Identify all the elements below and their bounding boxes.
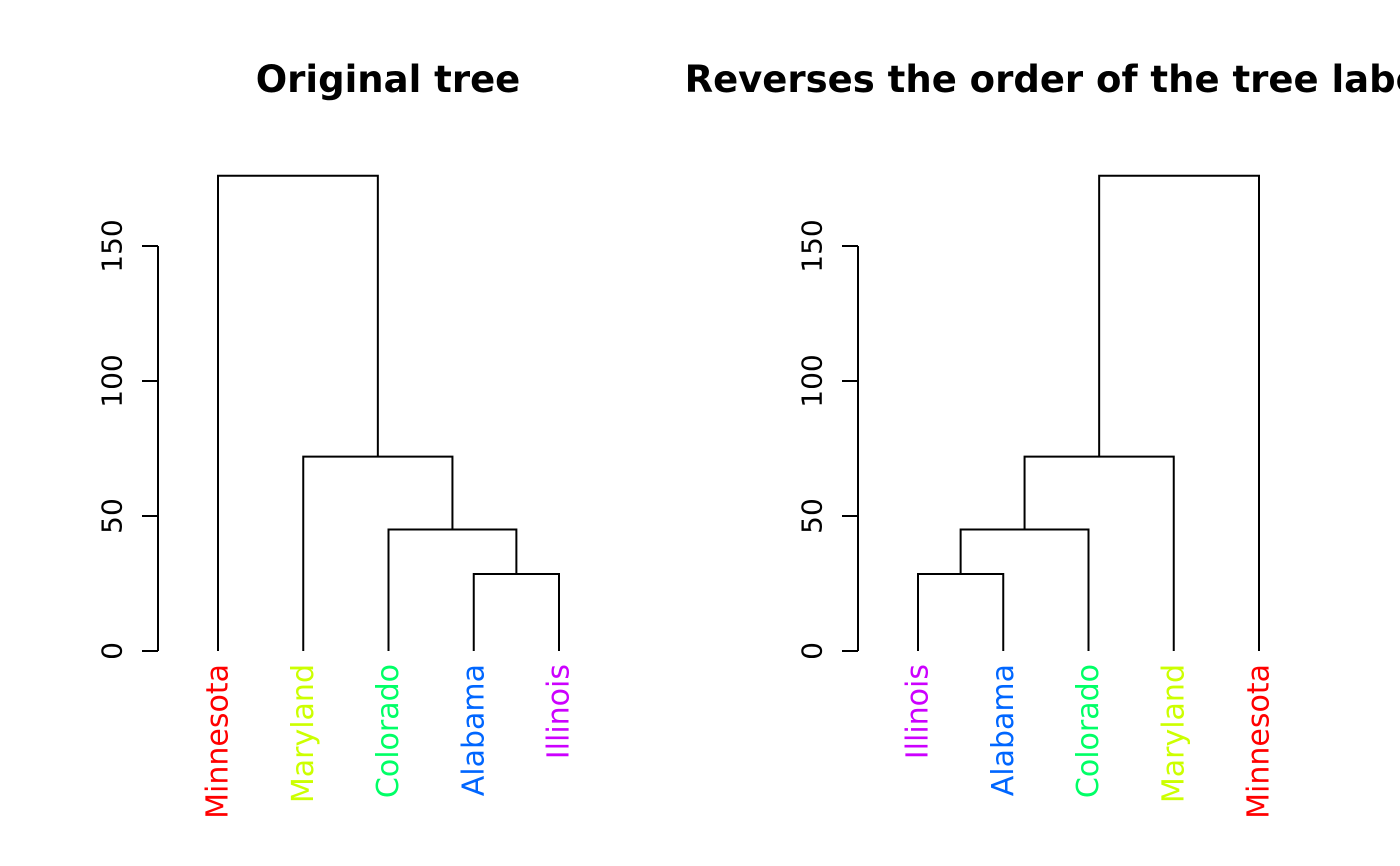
leaf-label-colorado: Colorado [371,664,406,798]
y-tick-label: 50 [796,498,829,534]
y-tick-label: 150 [96,219,129,272]
leaf-label-colorado: Colorado [1071,664,1106,798]
y-tick-label: 150 [796,219,829,272]
leaf-label-minnesota: Minnesota [201,664,236,819]
dendrogram-branch [387,528,518,651]
leaf-label-minnesota: Minnesota [1242,664,1277,819]
leaf-label-alabama: Alabama [456,664,491,796]
leaf-label-maryland: Maryland [286,664,321,803]
dendrogram-branch [472,573,560,651]
dendrogram-panel-1: Original tree 0 50 100 150 Minnesota Maryland C… [96,58,577,819]
chart-title: Reverses the order of the tree labels [685,58,1400,101]
y-tick-label: 0 [796,642,829,660]
dendrogram-panel-2: Reverses the order of the tree labels 0 50… [685,58,1400,819]
chart-title: Original tree [256,58,521,101]
dendrogram-branch [917,573,1005,651]
y-tick-label: 0 [96,642,129,660]
leaf-label-alabama: Alabama [986,664,1021,796]
leaf-label-illinois: Illinois [901,664,936,759]
leaf-label-maryland: Maryland [1156,664,1191,803]
y-tick-label: 100 [796,354,829,407]
dendrogram-branch [217,174,379,651]
y-tick-label: 50 [96,498,129,534]
y-tick-label: 100 [96,354,129,407]
dendrogram-branch [959,528,1090,651]
dendrogram-branch [302,455,454,651]
dendrogram-branch [1098,174,1260,651]
leaf-label-illinois: Illinois [542,664,577,759]
dendrogram-branch [1023,455,1175,651]
